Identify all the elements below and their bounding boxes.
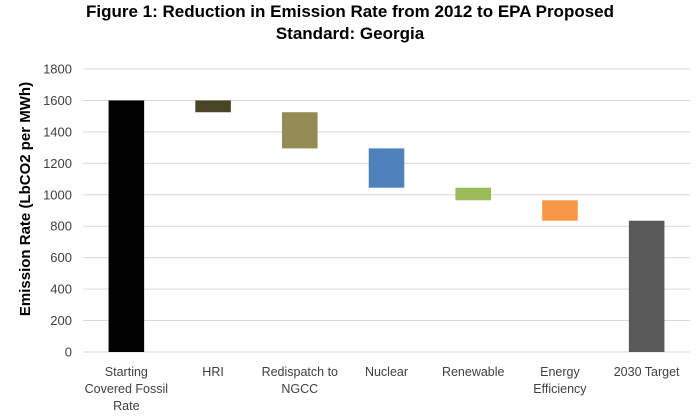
x-tick-label-line: Nuclear — [365, 365, 408, 379]
bar — [455, 187, 491, 201]
y-tick-label: 600 — [50, 250, 72, 265]
bar — [368, 148, 405, 188]
y-tick-label: 1400 — [43, 124, 72, 139]
x-tick-label: 2030 Target — [614, 365, 680, 379]
y-axis-label: Emission Rate (LbCO2 per MWh) — [17, 82, 34, 316]
x-tick-label-line: Energy — [540, 365, 580, 379]
chart-title-line-2: Standard: Georgia — [275, 24, 425, 43]
y-tick-label: 1000 — [43, 187, 72, 202]
y-tick-label: 200 — [50, 313, 72, 328]
x-tick-label-line: NGCC — [281, 382, 318, 396]
x-tick-label: HRI — [202, 365, 224, 379]
x-tick-label-line: Redispatch to — [262, 365, 338, 379]
bars — [108, 100, 665, 352]
y-tick-label: 1200 — [43, 156, 72, 171]
gridlines — [83, 68, 690, 353]
x-tick-label: Redispatch to NGCC — [262, 365, 338, 396]
x-axis-labels: Starting Covered Fossil Rate HRI Redispatch … — [85, 365, 680, 413]
x-tick-label-line: Efficiency — [533, 382, 587, 396]
x-tick-label: Energy Efficiency — [533, 365, 587, 396]
y-tick-label: 1800 — [43, 62, 72, 77]
bar — [628, 220, 665, 352]
y-tick-label: 1600 — [43, 93, 72, 108]
bar — [542, 200, 578, 221]
x-tick-label: Nuclear — [365, 365, 408, 379]
x-tick-label-line: Rate — [113, 399, 139, 413]
x-tick-label-line: HRI — [202, 365, 224, 379]
bar — [282, 112, 318, 149]
bar — [108, 100, 145, 352]
x-tick-label-line: Covered Fossil — [85, 382, 168, 396]
chart-title: Figure 1: Reduction in Emission Rate fro… — [0, 0, 700, 45]
chart-title-line-1: Figure 1: Reduction in Emission Rate fro… — [85, 2, 615, 21]
y-tick-label: 400 — [50, 282, 72, 297]
y-tick-label: 800 — [50, 219, 72, 234]
x-tick-label: Renewable — [442, 365, 505, 379]
bar — [195, 100, 231, 113]
y-tick-label: 0 — [65, 345, 72, 360]
x-tick-label-line: Starting — [105, 365, 148, 379]
x-tick-label: Starting Covered Fossil Rate — [85, 365, 168, 413]
x-tick-label-line: Renewable — [442, 365, 505, 379]
y-axis-ticks: 0 200 400 600 800 1000 1200 1400 1600 1800 — [43, 62, 72, 360]
x-tick-label-line: 2030 Target — [614, 365, 680, 379]
